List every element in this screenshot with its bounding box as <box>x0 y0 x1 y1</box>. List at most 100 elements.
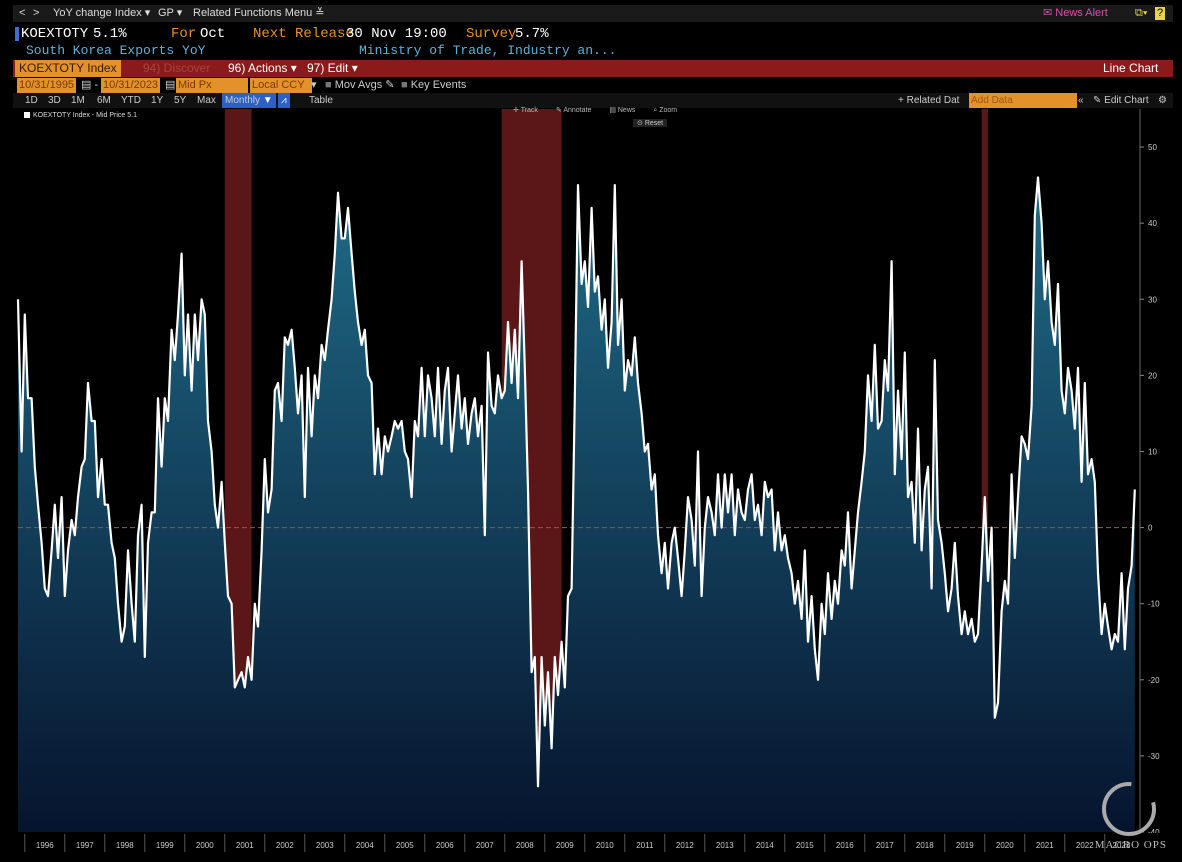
edit-chart-label: Edit Chart <box>1104 95 1149 106</box>
next-release-value: 30 Nov 19:00 <box>346 26 447 42</box>
frequency-select[interactable]: Monthly ▼ <box>222 93 276 108</box>
range-button[interactable]: 6M <box>97 95 111 106</box>
x-tick-label: 1998 <box>116 841 134 850</box>
x-axis: 1996 1997 1998 1999 2000 2001 2002 2003 2004 2005… <box>13 833 1173 857</box>
x-tick-label: 1996 <box>36 841 54 850</box>
x-tick-label: 2022 <box>1076 841 1094 850</box>
top-toolbar: < > YoY change Index ▾ GP ▾ Related Func… <box>13 5 1173 22</box>
actions-button[interactable]: 96) Actions ▾ <box>228 61 297 75</box>
x-tick-label: 2010 <box>596 841 614 850</box>
x-tick-label: 2003 <box>316 841 334 850</box>
x-tick-label: 2016 <box>836 841 854 850</box>
description-row: South Korea Exports YoY Ministry of Trad… <box>13 42 1173 60</box>
range-button[interactable]: 1Y <box>151 95 164 106</box>
y-tick-label: -30 <box>1148 752 1160 761</box>
y-tick-label: -40 <box>1148 828 1160 837</box>
x-tick-label: 2002 <box>276 841 294 850</box>
key-events-toggle[interactable]: ■ Key Events <box>401 78 466 93</box>
y-tick-label: 50 <box>1148 143 1157 152</box>
source: Ministry of Trade, Industry an... <box>359 43 617 58</box>
zoom-button[interactable]: ⌕ Zoom <box>653 107 678 114</box>
gp-menu-label: GP <box>158 7 174 19</box>
chart-type-label: Line Chart <box>1103 61 1159 75</box>
currency-select[interactable]: Local CCY <box>250 78 312 93</box>
x-tick-label: 2015 <box>796 841 814 850</box>
start-date-input[interactable]: 10/31/1995 <box>17 78 77 93</box>
news-alert-button[interactable]: ✉ News Alert <box>1043 5 1108 22</box>
security-field[interactable]: KOEXTOTY Index <box>15 60 121 77</box>
help-button[interactable]: ? <box>1155 7 1166 20</box>
collapse-icon[interactable]: « <box>1078 95 1084 106</box>
mov-avgs-label: Mov Avgs <box>334 79 383 91</box>
related-functions-menu[interactable]: Related Functions Menu ≚ <box>193 7 325 19</box>
x-tick-label: 2007 <box>476 841 494 850</box>
last-value: 5.1% <box>93 26 127 42</box>
currency-dropdown-icon[interactable]: ▾ <box>311 79 317 91</box>
news-alert-label: News Alert <box>1055 7 1108 19</box>
calendar-icon[interactable]: ▤ - <box>81 79 99 91</box>
reset-button[interactable]: ⊙ Reset <box>633 119 668 127</box>
x-tick-label: 2017 <box>876 841 894 850</box>
series-line <box>16 176 1136 788</box>
x-tick-label: 2008 <box>516 841 534 850</box>
range-button[interactable]: YTD <box>121 95 141 106</box>
x-tick-label: 2005 <box>396 841 414 850</box>
x-tick-label: 2009 <box>556 841 574 850</box>
x-tick-label: 2013 <box>716 841 734 850</box>
x-tick-label: 2006 <box>436 841 454 850</box>
y-axis: 50 40 30 20 10 0 -10 -20 -30 -40 <box>1139 109 1160 837</box>
next-release-label: Next Release <box>253 26 354 42</box>
description: South Korea Exports YoY <box>26 43 206 58</box>
actions-label: 96) Actions <box>228 61 288 75</box>
table-button[interactable]: Table <box>309 95 333 106</box>
reset-label: Reset <box>644 120 664 127</box>
back-icon[interactable]: < <box>19 7 26 19</box>
related-data-button[interactable]: + Related Dat <box>898 95 960 106</box>
range-bar: 1D 3D 1M 6M YTD 1Y 5Y Max Monthly ▼ ⩘ Ta… <box>13 93 1173 108</box>
x-tick-label: 2020 <box>996 841 1014 850</box>
function-menu-button[interactable]: YoY change Index ▾ <box>53 7 151 19</box>
track-button[interactable]: ✛ Track <box>513 107 538 114</box>
price-field-select[interactable]: Mid Px <box>176 78 248 93</box>
news-button[interactable]: ▤ News <box>609 107 636 114</box>
for-value: Oct <box>200 26 226 42</box>
command-bar: KOEXTOTY Index 94) Discover 96) Actions … <box>13 60 1173 77</box>
range-button[interactable]: 5Y <box>174 95 187 106</box>
line-chart-icon[interactable]: ⩘ <box>278 93 290 108</box>
y-tick-label: -10 <box>1148 600 1160 609</box>
annotate-button[interactable]: ✎ Annotate <box>555 107 592 114</box>
x-tick-label: 2011 <box>636 841 654 850</box>
end-date-input[interactable]: 10/31/2023 <box>101 78 161 93</box>
y-tick-label: 20 <box>1148 371 1157 380</box>
edit-button[interactable]: 97) Edit ▾ <box>307 61 358 75</box>
y-tick-label: 40 <box>1148 219 1157 228</box>
x-tick-label: 2014 <box>756 841 774 850</box>
range-button[interactable]: 3D <box>48 95 61 106</box>
news-label: News <box>617 107 636 114</box>
calendar-icon[interactable]: ▤ <box>165 79 176 91</box>
y-tick-label: -20 <box>1148 676 1160 685</box>
add-data-input[interactable]: Add Data <box>969 93 1077 108</box>
range-button[interactable]: 1M <box>71 95 85 106</box>
range-button[interactable]: 1D <box>25 95 38 106</box>
y-tick-label: 10 <box>1148 447 1157 456</box>
range-button[interactable]: Max <box>197 95 216 106</box>
forward-icon[interactable]: > <box>33 7 40 19</box>
zoom-label: Zoom <box>659 107 678 114</box>
checkbox-icon: ■ <box>401 79 411 91</box>
x-tick-label: 2019 <box>956 841 974 850</box>
pencil-icon: ✎ <box>1093 95 1105 106</box>
gear-icon[interactable]: ⚙ <box>1158 95 1167 106</box>
window-icon[interactable]: ⧉▾ <box>1135 7 1148 19</box>
discover-button[interactable]: 94) Discover <box>143 61 211 75</box>
edit-chart-button[interactable]: ✎ Edit Chart <box>1093 93 1149 108</box>
key-events-label: Key Events <box>410 79 467 91</box>
x-tick-label: 1999 <box>156 841 174 850</box>
mail-icon: ✉ <box>1043 7 1056 19</box>
mov-avgs-toggle[interactable]: ■ Mov Avgs ✎ <box>325 79 395 91</box>
survey-value: 5.7% <box>515 26 549 42</box>
edit-label: 97) Edit <box>307 61 349 75</box>
gp-menu-button[interactable]: GP ▾ <box>158 7 183 19</box>
controls-row: 10/31/1995 ▤ - 10/31/2023 ▤ Mid Px Local… <box>13 78 1173 93</box>
